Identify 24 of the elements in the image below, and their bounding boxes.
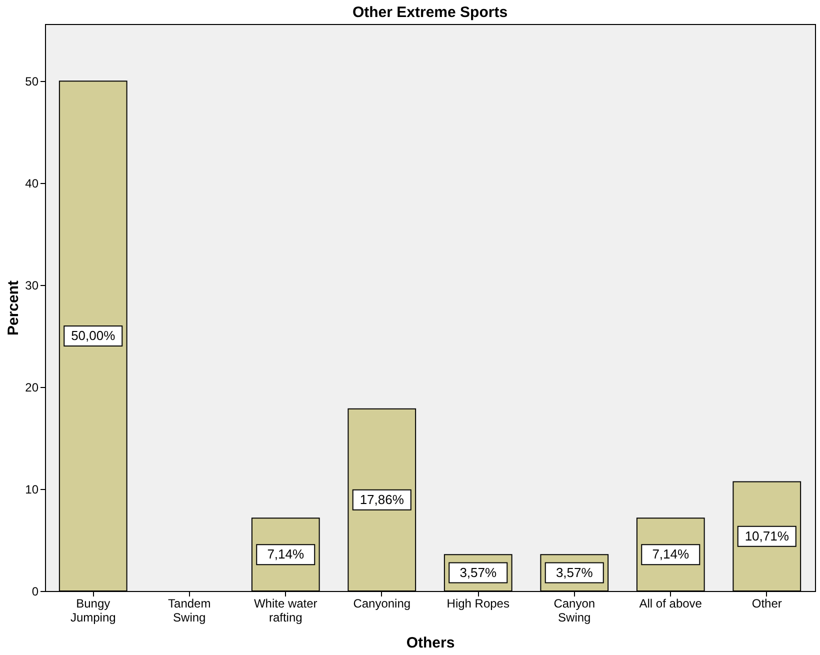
x-tick-label: Bungy Jumping	[70, 596, 116, 624]
x-tick-label: Tandem Swing	[168, 596, 211, 624]
y-tick-label: 30	[25, 278, 39, 293]
data-label: 50,00%	[71, 328, 116, 344]
y-tick-label: 0	[32, 584, 39, 598]
x-tick-label: Other	[752, 596, 782, 610]
y-tick-label: 10	[25, 482, 39, 497]
x-tick-label: White water rafting	[254, 596, 318, 624]
x-tick-label: All of above	[639, 596, 702, 610]
data-label: 7,14%	[652, 546, 690, 562]
y-tick-label: 50	[25, 74, 39, 89]
x-tick-label: Canyon Swing	[554, 596, 596, 624]
data-label: 3,57%	[460, 564, 497, 580]
y-axis-title: Percent	[5, 280, 22, 336]
data-label: 10,71%	[744, 528, 790, 544]
y-tick-label: 20	[25, 380, 39, 395]
x-axis-title: Others	[406, 634, 455, 652]
x-tick-label: High Ropes	[446, 596, 510, 610]
data-label: 3,57%	[556, 564, 594, 580]
data-label: 17,86%	[360, 492, 404, 507]
data-label: 7,14%	[267, 546, 304, 562]
chart-title: Other Extreme Sports	[352, 4, 508, 21]
y-tick-label: 40	[25, 176, 39, 191]
x-tick-label: Canyoning	[353, 596, 411, 610]
